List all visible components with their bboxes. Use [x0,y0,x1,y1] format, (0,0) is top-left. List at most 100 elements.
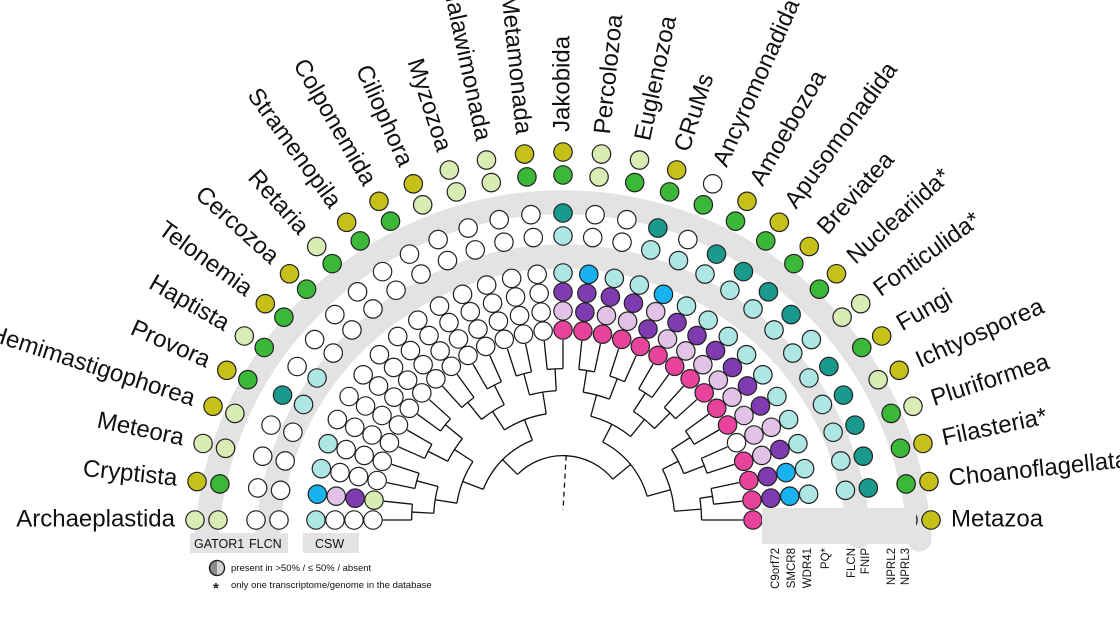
dot-25-2 [819,356,839,377]
dot-2-4 [311,458,332,479]
dot-19-7 [630,336,651,357]
flcn-header: FLCN [249,537,282,551]
taxon-label-2: Meteora [95,407,187,452]
dot-19-3 [668,250,689,271]
dot-14-3 [523,227,544,248]
dot-6-4 [353,365,373,385]
dot-2-2 [252,446,273,466]
dot-20-2 [706,244,727,264]
dot-24-5 [737,376,758,396]
dot-5-2 [287,356,307,377]
tree-branch [671,436,691,451]
dot-29-4 [798,484,819,504]
tree-branch [651,373,670,398]
dot-27-2 [845,415,865,435]
dot-25-1 [851,337,872,358]
dot-12-1 [446,182,467,202]
dot-7-0 [279,263,300,284]
tree-branch [685,413,710,432]
dot-19-1 [693,195,714,215]
dot-14-6 [531,302,551,322]
tree-branch [502,459,518,475]
dot-16-5 [577,283,597,304]
dot-13-5 [505,287,526,307]
tree-arc [529,390,557,396]
dot-26-1 [868,369,888,390]
tree-branch [489,355,503,382]
tree-branch [398,446,425,460]
tree-branch [713,500,743,505]
dot-23-7 [694,383,714,403]
tree-branch [593,343,602,373]
tree-branch [435,499,458,504]
dot-1-5 [326,486,347,506]
dot-1-3 [270,480,291,501]
dot-5-6 [372,405,392,426]
dot-4-7 [379,432,400,453]
dot-20-5 [667,312,687,333]
dot-5-5 [355,396,376,416]
dot-3-4 [318,433,338,454]
dot-27-4 [788,433,808,454]
legend-swatch-outline-icon [208,559,226,577]
dot-10-2 [399,244,420,264]
gene-label-0: C9orf72 [770,548,782,589]
dot-1-2 [247,478,268,498]
tree-branch [699,495,713,499]
taxon-label-30: Metazoa [951,505,1044,532]
dot-23-6 [708,370,729,390]
tree-arc [633,410,655,429]
gene-label-2: WDR41 [802,548,814,588]
dot-4-3 [293,394,314,415]
dot-22-5 [705,340,726,361]
dot-4-0 [217,360,237,381]
dot-20-1 [725,211,746,232]
dot-21-7 [664,356,685,377]
dot-10-7 [458,345,478,366]
dot-18-6 [617,311,638,332]
dot-24-6 [722,387,742,407]
dot-8-4 [387,326,408,347]
dot-13-2 [489,209,509,230]
dot-11-1 [412,195,433,215]
dot-10-3 [411,264,431,284]
dot-26-0 [889,360,909,381]
taxon-label-0: Archaeplastida [16,505,175,532]
dot-26-4 [778,409,799,430]
dot-18-2 [648,218,668,238]
dot-15-6 [553,301,573,321]
dot-12-2 [458,218,478,238]
tree-arc [482,439,533,490]
dot-23-1 [809,279,830,299]
dot-28-0 [913,433,933,454]
dot-2-6 [348,466,369,487]
dot-0-4 [306,510,326,530]
tree-branch [386,481,416,490]
tree-arc [700,458,708,474]
dot-13-6 [509,305,530,326]
dot-20-0 [737,191,757,212]
tree-arc [516,371,532,377]
dot-15-0 [553,142,573,162]
dot-22-2 [758,282,779,302]
dot-21-3 [720,280,740,301]
dot-7-5 [383,357,404,378]
dot-0-5 [325,510,345,530]
dot-6-1 [274,307,294,328]
dot-20-6 [657,329,678,349]
dot-16-4 [579,264,599,285]
tree-branch [427,450,448,462]
dot-1-7 [364,490,384,510]
dot-12-4 [476,275,497,295]
dot-7-7 [412,383,432,403]
dot-13-4 [501,268,522,289]
dot-17-4 [604,268,625,289]
dot-29-7 [742,490,762,510]
dot-23-2 [781,304,801,325]
tree-arc [486,381,502,390]
dot-25-3 [799,368,819,388]
dot-8-3 [363,299,383,319]
csw-header: CSW [315,537,344,551]
dot-10-6 [448,329,469,349]
tree-branch [612,464,632,480]
